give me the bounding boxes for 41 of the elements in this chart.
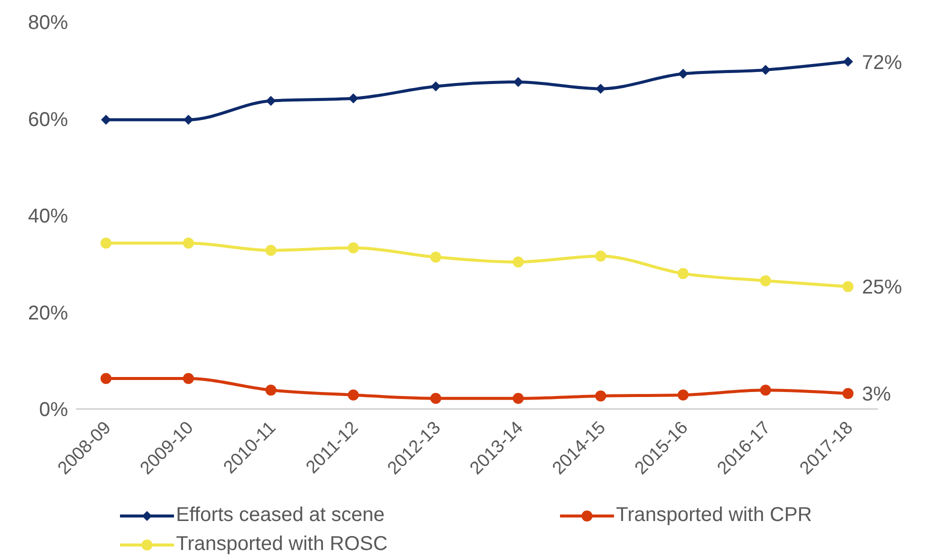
y-tick-label: 40% [28,206,68,228]
point [182,373,194,384]
point [678,389,689,400]
point [100,373,112,384]
annotation: 25% [862,276,902,299]
y-tick-label: 80% [28,12,68,34]
point [348,389,359,400]
point [266,96,276,106]
annotation: 72% [862,52,902,74]
point [760,384,772,396]
point [101,114,111,125]
legend-label: Transported with ROSC [176,533,388,556]
y-tick-label: 60% [28,108,68,131]
annotation: 3% [862,384,892,406]
point [678,268,689,280]
point [842,281,854,292]
point [265,244,276,256]
point [430,252,442,263]
point [513,76,524,87]
point [512,256,524,268]
legend-label: Efforts ceased at scene [176,504,385,527]
point [512,392,524,404]
point [348,93,358,104]
point [348,242,359,254]
point [678,68,688,79]
point [183,114,194,125]
point [182,238,194,249]
point [430,392,442,404]
legend-label: Transported with CPR [616,504,812,527]
point [596,84,606,94]
y-tick-label: 0% [39,399,68,422]
point [760,64,771,75]
point [760,275,772,286]
point [842,388,854,400]
point [843,56,853,67]
point [595,390,606,402]
point [265,384,276,396]
point [595,250,606,262]
y-tick-label: 20% [28,302,68,324]
point [430,81,441,92]
point [100,238,112,249]
